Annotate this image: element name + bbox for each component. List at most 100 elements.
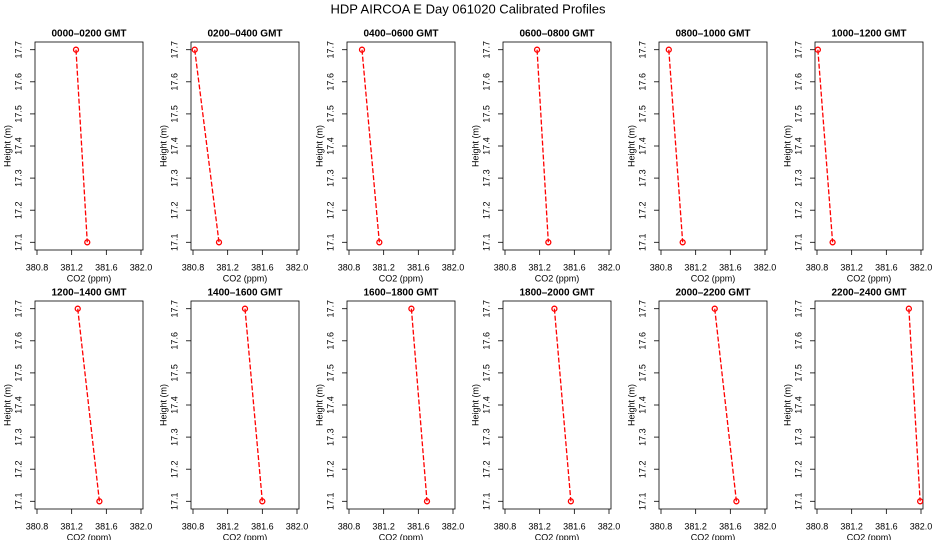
y-tick-label: 17.6 — [481, 332, 491, 350]
y-tick-label: 17.3 — [169, 169, 179, 187]
x-axis-label: CO2 (ppm) — [847, 532, 892, 540]
profile-line — [75, 49, 88, 243]
y-tick-label: 17.1 — [169, 493, 179, 511]
point — [191, 46, 198, 53]
point — [358, 46, 366, 53]
y-tick-label: 17.2 — [481, 201, 491, 219]
profile-line — [668, 49, 684, 243]
point — [551, 305, 558, 312]
y-tick-label: 17.1 — [793, 234, 803, 252]
y-axis-label: Height (m) — [470, 384, 480, 426]
x-tick-label: 381.2 — [216, 521, 239, 531]
y-tick-label: 17.4 — [169, 396, 179, 414]
y-axis-label: Height (m) — [782, 384, 792, 426]
x-tick-label: 381.6 — [719, 262, 742, 272]
point — [829, 239, 836, 246]
panel-title: 1200–1400 GMT — [51, 288, 126, 299]
y-tick-label: 17.1 — [325, 234, 335, 252]
y-tick-label: 17.3 — [793, 428, 803, 446]
y-axis-label: Height (m) — [314, 384, 324, 426]
y-axis-label: Height (m) — [314, 125, 324, 167]
panel-title: 2000–2200 GMT — [675, 288, 750, 299]
x-axis-label: CO2 (ppm) — [223, 273, 268, 283]
y-tick-label: 17.6 — [793, 332, 803, 350]
point — [711, 305, 718, 312]
y-tick-label: 17.1 — [637, 493, 647, 511]
y-axis-label: Height (m) — [158, 125, 168, 167]
y-tick-label: 17.3 — [793, 169, 803, 187]
panel-title: 1400–1600 GMT — [207, 288, 282, 299]
x-tick-label: 381.6 — [95, 262, 118, 272]
y-tick-label: 17.6 — [13, 332, 23, 350]
y-tick-label: 17.4 — [793, 137, 803, 155]
y-tick-label: 17.5 — [481, 364, 491, 382]
x-tick-label: 381.2 — [528, 521, 551, 531]
x-tick-label: 381.2 — [372, 521, 395, 531]
x-tick-label: 381.6 — [251, 262, 274, 272]
x-tick-label: 380.8 — [650, 262, 673, 272]
x-axis-label: CO2 (ppm) — [535, 273, 580, 283]
x-tick-label: 382.0 — [598, 521, 621, 531]
x-tick-label: 380.8 — [26, 262, 49, 272]
x-tick-label: 382.0 — [598, 262, 621, 272]
x-tick-label: 382.0 — [910, 262, 933, 272]
y-tick-label: 17.4 — [637, 396, 647, 414]
panel-title: 2200–2400 GMT — [831, 288, 906, 299]
point — [423, 498, 431, 505]
x-tick-label: 381.6 — [407, 262, 430, 272]
profile-line — [817, 49, 834, 243]
point — [84, 239, 91, 246]
y-tick-label: 17.7 — [637, 300, 647, 318]
x-tick-label: 382.0 — [442, 262, 465, 272]
y-tick-label: 17.6 — [481, 73, 491, 91]
x-axis-label: CO2 (ppm) — [847, 273, 892, 283]
y-tick-label: 17.2 — [13, 201, 23, 219]
point — [679, 239, 686, 246]
panel-title: 0400–0600 GMT — [363, 29, 438, 40]
y-tick-label: 17.7 — [793, 300, 803, 318]
point — [376, 239, 383, 246]
x-tick-label: 381.6 — [719, 521, 742, 531]
y-tick-label: 17.4 — [13, 396, 23, 414]
x-tick-label: 381.6 — [95, 521, 118, 531]
y-tick-label: 17.5 — [169, 364, 179, 382]
y-tick-label: 17.2 — [793, 460, 803, 478]
y-tick-label: 17.2 — [325, 201, 335, 219]
y-tick-label: 17.5 — [793, 105, 803, 123]
y-tick-label: 17.3 — [325, 428, 335, 446]
y-tick-label: 17.5 — [793, 364, 803, 382]
x-tick-label: 382.0 — [442, 521, 465, 531]
x-tick-label: 381.2 — [684, 521, 707, 531]
x-axis-label: CO2 (ppm) — [379, 532, 424, 540]
y-tick-label: 17.7 — [325, 41, 335, 59]
point — [545, 239, 552, 246]
point — [567, 498, 575, 505]
point — [259, 498, 266, 505]
y-tick-label: 17.1 — [481, 493, 491, 511]
x-tick-label: 380.8 — [182, 521, 205, 531]
y-tick-label: 17.7 — [481, 300, 491, 318]
point — [814, 46, 822, 53]
y-tick-label: 17.5 — [13, 364, 23, 382]
point — [905, 305, 913, 312]
y-tick-label: 17.4 — [637, 137, 647, 155]
y-axis-label: Height (m) — [782, 125, 792, 167]
point — [215, 239, 223, 246]
x-tick-label: 381.2 — [60, 521, 83, 531]
y-tick-label: 17.2 — [169, 460, 179, 478]
panel-title: 0000–0200 GMT — [51, 29, 126, 40]
x-tick-label: 381.2 — [840, 521, 863, 531]
panel-title: 0800–1000 GMT — [675, 29, 750, 40]
y-tick-label: 17.3 — [13, 428, 23, 446]
point — [408, 305, 415, 312]
x-axis-label: CO2 (ppm) — [535, 532, 580, 540]
profile-line — [536, 49, 549, 243]
y-tick-label: 17.3 — [637, 428, 647, 446]
y-tick-label: 17.7 — [325, 300, 335, 318]
point — [241, 305, 249, 312]
y-axis-label: Height (m) — [626, 384, 636, 426]
x-tick-label: 380.8 — [806, 262, 829, 272]
y-tick-label: 17.4 — [481, 137, 491, 155]
panel-title: 0600–0800 GMT — [519, 29, 594, 40]
y-tick-label: 17.7 — [169, 41, 179, 59]
